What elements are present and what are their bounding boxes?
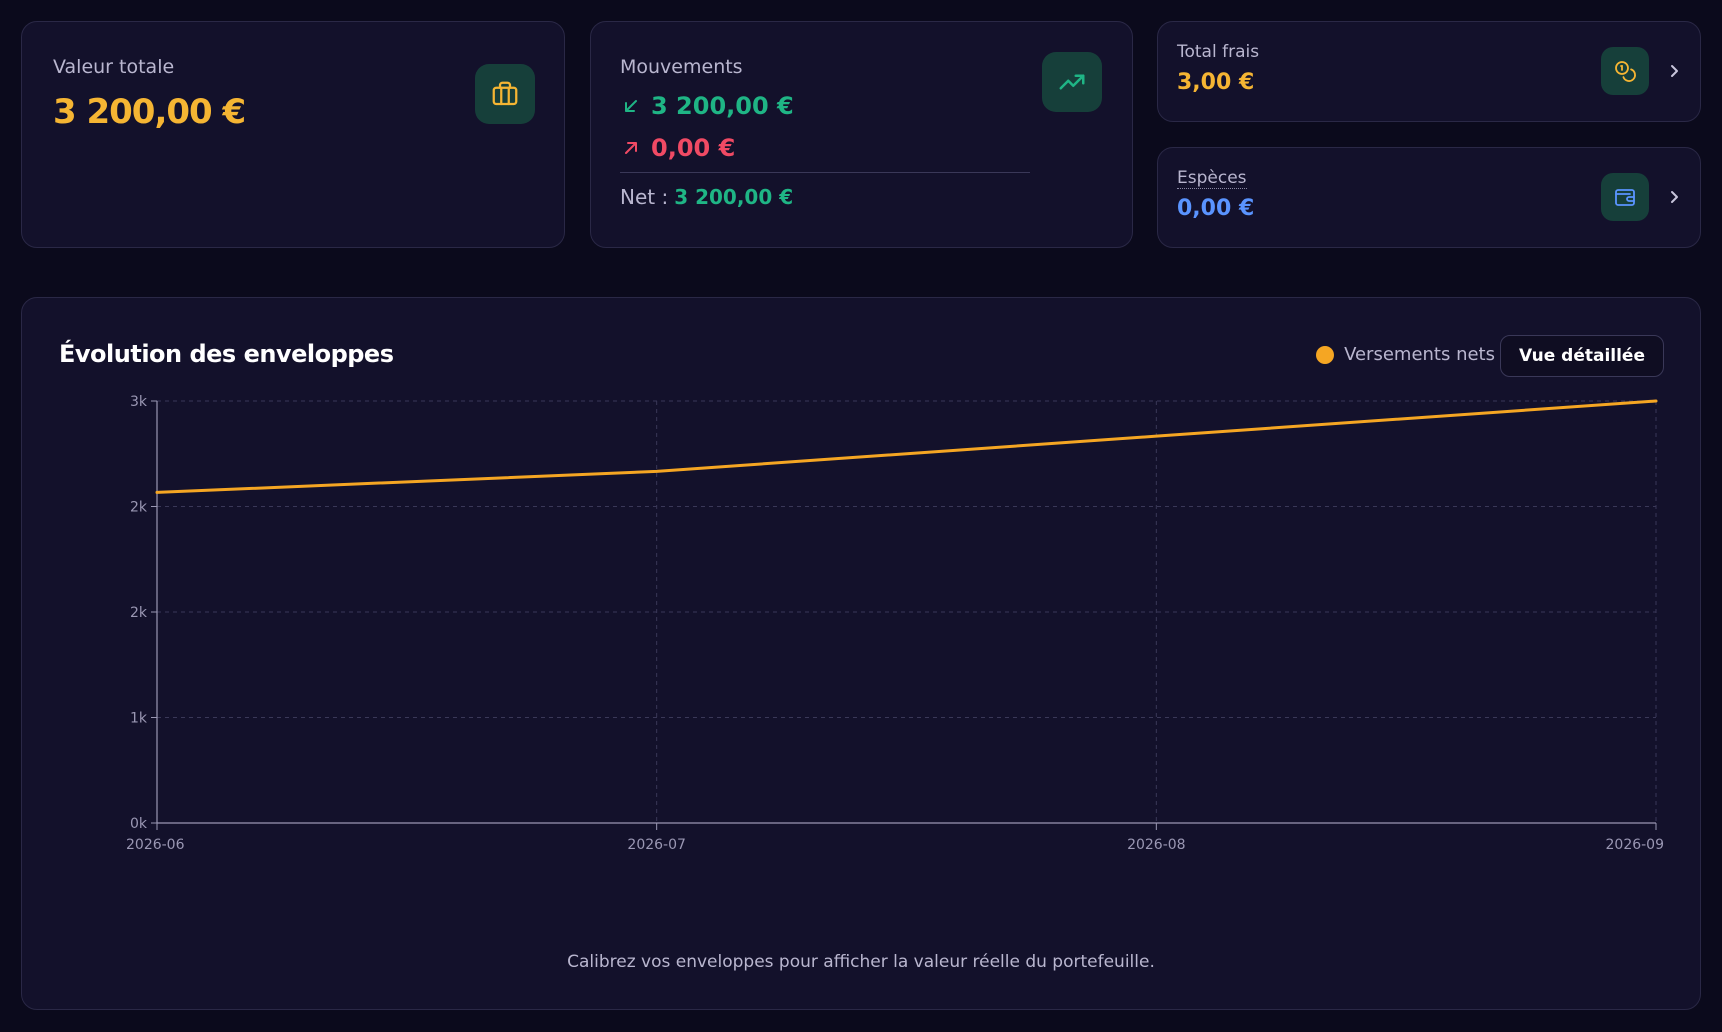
y-tick-label: 2k [130,500,148,516]
chevron-right-icon[interactable] [1667,64,1681,78]
fees-label: Total frais [1177,42,1260,62]
cash-card[interactable]: Espèces 0,00 € [1157,147,1701,248]
chart-title: Évolution des enveloppes [59,340,394,368]
movements-out-row: 0,00 € [623,134,735,162]
fees-card[interactable]: Total frais 3,00 € [1157,21,1701,122]
movements-divider [620,172,1030,173]
chart-legend[interactable]: Versements nets [1316,344,1495,365]
legend-label: Versements nets [1344,344,1495,365]
detailed-view-button[interactable]: Vue détaillée [1500,335,1664,377]
y-tick-label: 2k [130,605,148,621]
cash-value: 0,00 € [1177,196,1255,221]
movements-in-value: 3 200,00 € [651,92,794,120]
total-value-card: Valeur totale 3 200,00 € [21,21,565,248]
briefcase-icon [475,64,535,124]
total-value-amount: 3 200,00 € [53,92,246,132]
y-tick-label: 1k [130,711,148,727]
y-tick-label: 0k [130,816,148,832]
series-line-versements-nets [155,399,1658,494]
chevron-right-icon[interactable] [1667,190,1681,204]
movements-net-row: Net : 3 200,00 € [620,185,793,209]
arrow-up-right-icon [625,142,637,154]
movements-out-value: 0,00 € [651,134,736,162]
wallet-icon [1601,173,1649,221]
y-tick-label: 3k [130,394,148,410]
movements-net-value: 3 200,00 € [674,185,794,209]
movements-net-label: Net : [620,185,669,209]
legend-dot [1316,345,1335,364]
x-tick-label: 2026-06 [126,837,185,853]
coins-icon [1601,47,1649,95]
movements-label: Mouvements [620,56,743,78]
envelopes-chart-card: Évolution des enveloppes Versements nets… [21,297,1701,1010]
cash-label: Espèces [1177,168,1247,189]
movements-in-row: 3 200,00 € [623,92,794,120]
line-chart: 0k 1k 2k 2k 3k 2026-06 2026-07 2026-08 2026-09 [126,394,1665,853]
chart-footer-note: Calibrez vos enveloppes pour afficher la… [567,952,1155,972]
x-tick-label: 2026-09 [1606,837,1665,853]
movements-card: Mouvements 3 200,00 € 0,00 € Net : 3 200… [590,21,1133,248]
total-value-label: Valeur totale [53,56,175,78]
trending-up-icon [1042,52,1102,112]
x-tick-label: 2026-08 [1127,837,1186,853]
arrow-down-left-icon [625,100,637,112]
fees-value: 3,00 € [1177,70,1255,95]
x-tick-label: 2026-07 [627,837,686,853]
